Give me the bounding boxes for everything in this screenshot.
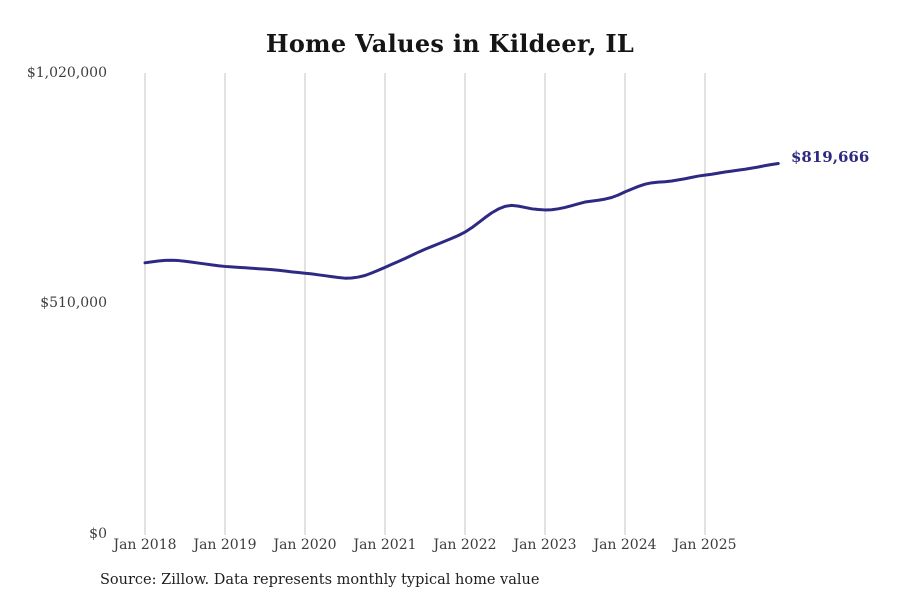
x-axis-label-2025: Jan 2025 (673, 537, 737, 553)
x-axis-label-2021: Jan 2021 (353, 537, 417, 553)
y-axis-label-bottom: $0 (89, 526, 107, 542)
x-axis-label-2019: Jan 2019 (193, 537, 257, 553)
final-value-label: $819,666 (791, 148, 870, 166)
y-axis-label-top: $1,020,000 (26, 65, 107, 81)
x-axis-label-2022: Jan 2022 (433, 537, 497, 553)
gridlines (144, 73, 706, 535)
y-axis-label-middle: $510,000 (40, 295, 107, 311)
chart-title: Home Values in Kildeer, IL (265, 29, 635, 58)
source-note: Source: Zillow. Data represents monthly … (100, 572, 540, 588)
x-axis-label-2023: Jan 2023 (513, 537, 577, 553)
x-axis-label-2024: Jan 2024 (593, 537, 657, 553)
x-axis-label-2018: Jan 2018 (113, 537, 177, 553)
home-value-line (143, 162, 780, 280)
x-axis-label-2020: Jan 2020 (273, 537, 337, 553)
